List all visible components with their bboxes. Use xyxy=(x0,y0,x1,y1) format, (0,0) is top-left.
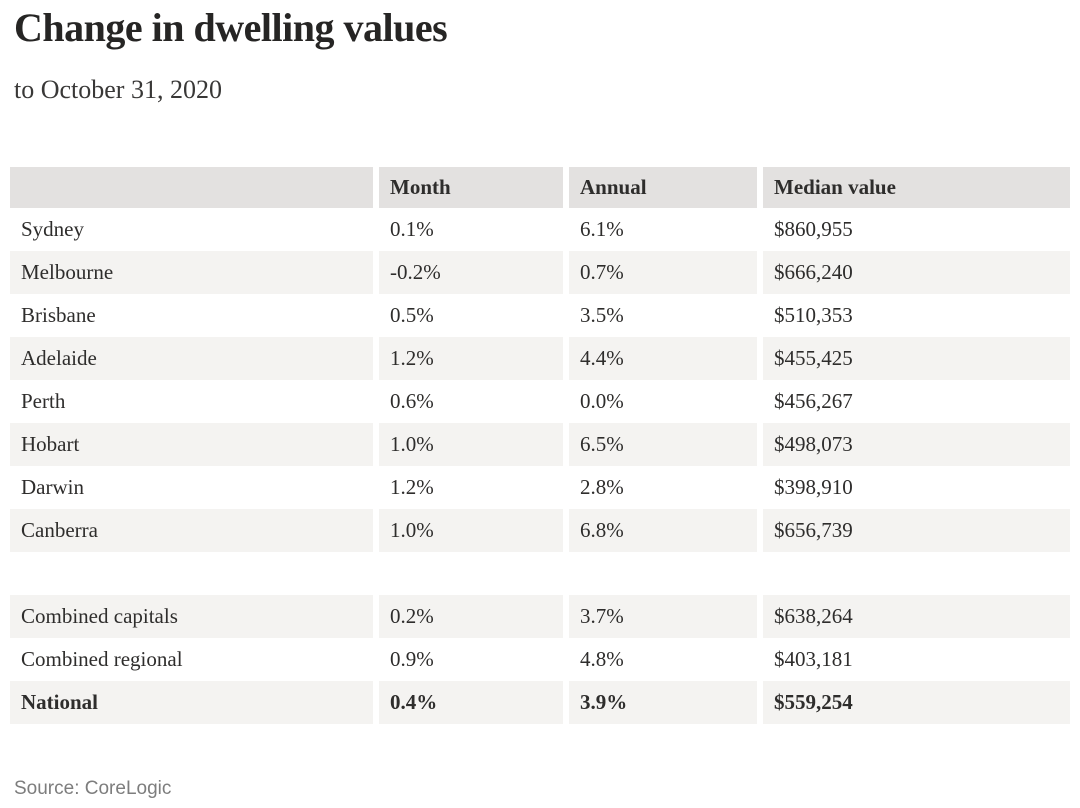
annual-value: 4.8% xyxy=(569,638,757,681)
page-subtitle: to October 31, 2020 xyxy=(14,75,222,104)
median-value: $559,254 xyxy=(763,681,1070,724)
month-value: 0.9% xyxy=(379,638,563,681)
row-label: Canberra xyxy=(10,509,373,552)
header-month: Month xyxy=(379,167,563,208)
annual-value: 2.8% xyxy=(569,466,757,509)
month-value: 1.0% xyxy=(379,509,563,552)
month-value: 0.1% xyxy=(379,208,563,251)
dwelling-values-table: Month Annual Median value Sydney 0.1% 6.1%… xyxy=(10,167,1070,724)
header-region xyxy=(10,167,373,208)
row-label: Hobart xyxy=(10,423,373,466)
table-row: Sydney 0.1% 6.1% $860,955 xyxy=(10,208,1070,251)
header-median-value: Median value xyxy=(763,167,1070,208)
table-row: Canberra 1.0% 6.8% $656,739 xyxy=(10,509,1070,552)
median-value: $656,739 xyxy=(763,509,1070,552)
city-rows-section: Sydney 0.1% 6.1% $860,955 Melbourne -0.2% 0.7%… xyxy=(10,208,1070,552)
median-value: $860,955 xyxy=(763,208,1070,251)
row-label: Brisbane xyxy=(10,294,373,337)
median-value: $456,267 xyxy=(763,380,1070,423)
row-label: Perth xyxy=(10,380,373,423)
month-value: 1.0% xyxy=(379,423,563,466)
summary-rows-section: Combined capitals 0.2% 3.7% $638,264 Combine… xyxy=(10,595,1070,724)
table-row: Darwin 1.2% 2.8% $398,910 xyxy=(10,466,1070,509)
table-row: Adelaide 1.2% 4.4% $455,425 xyxy=(10,337,1070,380)
row-label: Adelaide xyxy=(10,337,373,380)
annual-value: 0.7% xyxy=(569,251,757,294)
row-label: Melbourne xyxy=(10,251,373,294)
month-value: 0.5% xyxy=(379,294,563,337)
month-value: 0.2% xyxy=(379,595,563,638)
median-value: $638,264 xyxy=(763,595,1070,638)
annual-value: 6.5% xyxy=(569,423,757,466)
row-label: Combined regional xyxy=(10,638,373,681)
annual-value: 3.9% xyxy=(569,681,757,724)
annual-value: 3.5% xyxy=(569,294,757,337)
median-value: $498,073 xyxy=(763,423,1070,466)
month-value: 0.6% xyxy=(379,380,563,423)
row-label: Darwin xyxy=(10,466,373,509)
table-header-row: Month Annual Median value xyxy=(10,167,1070,208)
source-note: Source: CoreLogic xyxy=(14,778,172,799)
median-value: $510,353 xyxy=(763,294,1070,337)
month-value: 1.2% xyxy=(379,337,563,380)
row-label: Sydney xyxy=(10,208,373,251)
median-value: $666,240 xyxy=(763,251,1070,294)
table-spacer-row xyxy=(10,552,1070,595)
annual-value: 4.4% xyxy=(569,337,757,380)
month-value: 1.2% xyxy=(379,466,563,509)
row-label: Combined capitals xyxy=(10,595,373,638)
table-row: Combined regional 0.9% 4.8% $403,181 xyxy=(10,638,1070,681)
median-value: $398,910 xyxy=(763,466,1070,509)
table-row: Combined capitals 0.2% 3.7% $638,264 xyxy=(10,595,1070,638)
page-title: Change in dwelling values xyxy=(14,5,448,50)
annual-value: 6.8% xyxy=(569,509,757,552)
month-value: -0.2% xyxy=(379,251,563,294)
month-value: 0.4% xyxy=(379,681,563,724)
table-row: National 0.4% 3.9% $559,254 xyxy=(10,681,1070,724)
header-annual: Annual xyxy=(569,167,757,208)
table-row: Hobart 1.0% 6.5% $498,073 xyxy=(10,423,1070,466)
annual-value: 3.7% xyxy=(569,595,757,638)
median-value: $455,425 xyxy=(763,337,1070,380)
table-row: Melbourne -0.2% 0.7% $666,240 xyxy=(10,251,1070,294)
median-value: $403,181 xyxy=(763,638,1070,681)
annual-value: 6.1% xyxy=(569,208,757,251)
table-row: Brisbane 0.5% 3.5% $510,353 xyxy=(10,294,1070,337)
table-row: Perth 0.6% 0.0% $456,267 xyxy=(10,380,1070,423)
annual-value: 0.0% xyxy=(569,380,757,423)
row-label: National xyxy=(10,681,373,724)
